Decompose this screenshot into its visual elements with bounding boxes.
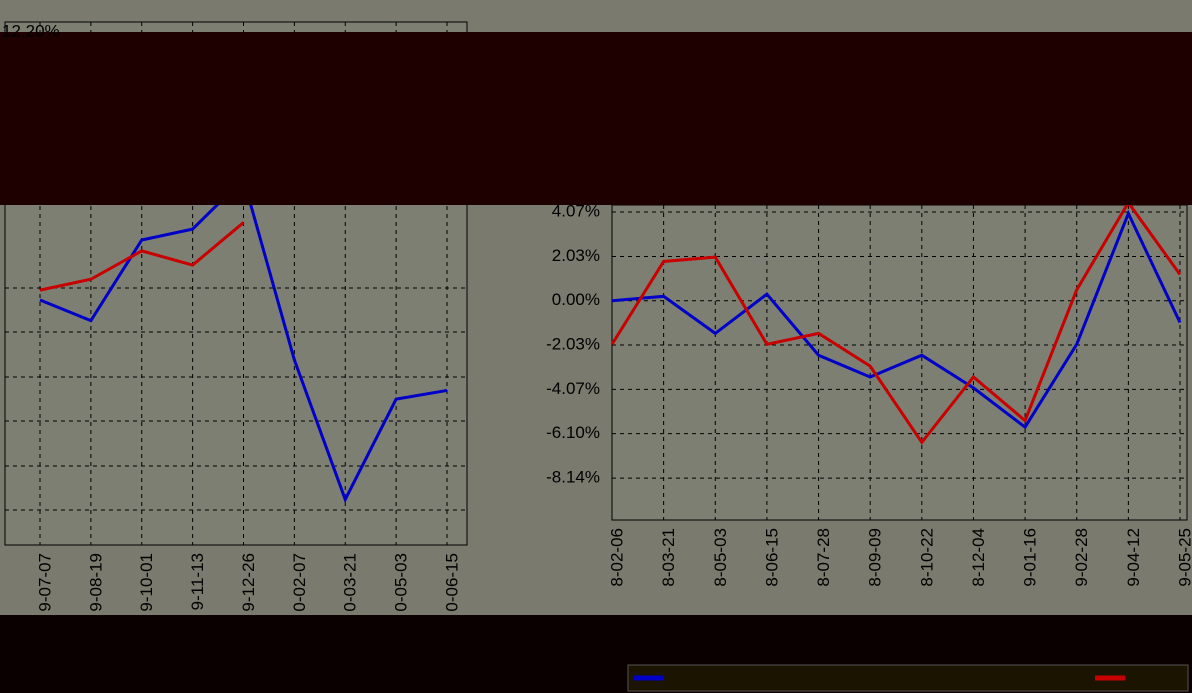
x-tick-label: 8-12-04	[969, 528, 988, 587]
x-tick-label: 8-10-22	[917, 528, 936, 587]
x-tick-label: 8-09-09	[866, 528, 885, 587]
x-tick-label: 9-11-13	[188, 553, 207, 610]
x-tick-label: 0-06-15	[442, 553, 461, 612]
x-tick-label: 8-06-15	[762, 528, 781, 587]
x-tick-label: 9-02-28	[1072, 528, 1091, 587]
series-line	[610, 199, 1182, 445]
x-tick-label: 8-02-06	[607, 528, 626, 587]
x-tick-label: 8-05-03	[711, 528, 730, 587]
y-tick-label: 2.03%	[552, 246, 600, 265]
x-tick-label: 0-03-21	[341, 553, 360, 612]
y-tick-label: 12.20%	[2, 21, 60, 40]
x-tick-label: 0-02-07	[290, 553, 309, 612]
y-tick-label: 4.07%	[552, 201, 600, 220]
y-tick-label: 0.00%	[552, 290, 600, 309]
x-tick-label: 9-01-16	[1021, 528, 1040, 587]
series-line	[39, 221, 245, 292]
x-tick-label: 9-04-12	[1124, 528, 1143, 587]
y-tick-label: -2.03%	[546, 334, 600, 353]
y-tick-label: -4.07%	[546, 379, 600, 398]
legend-box	[627, 664, 1189, 692]
series-line	[611, 209, 1182, 430]
grid	[5, 287, 467, 511]
overlay-band	[0, 32, 1192, 205]
x-tick-label: 9-08-19	[86, 553, 105, 612]
x-tick-label: 8-03-21	[659, 528, 678, 587]
x-tick-label: 9-07-07	[35, 553, 54, 612]
x-tick-label: 9-05-25	[1175, 528, 1192, 587]
x-tick-label: 9-10-01	[137, 553, 156, 612]
x-tick-label: 0-05-03	[392, 553, 411, 612]
plot-area	[611, 204, 1188, 521]
x-tick-label: 9-12-26	[239, 553, 258, 612]
x-tick-label: 8-07-28	[814, 528, 833, 587]
y-tick-label: -8.14%	[546, 468, 600, 487]
y-tick-label: -6.10%	[546, 423, 600, 442]
